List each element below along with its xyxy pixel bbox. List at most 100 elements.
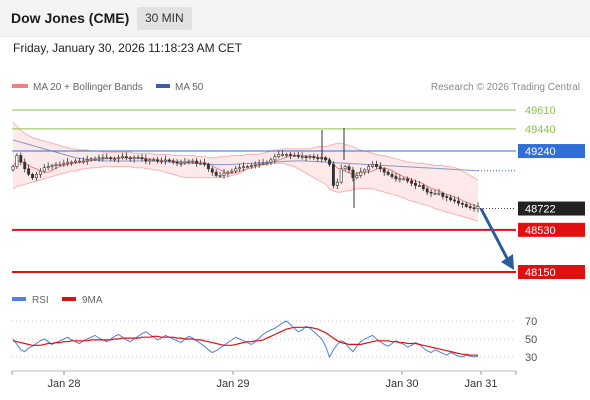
candle-body	[101, 157, 105, 160]
level-labels: 49610 49440 49240 48722 48530 48150	[518, 105, 585, 279]
candle-body	[199, 162, 203, 165]
candle-body	[288, 154, 292, 156]
candle-body	[468, 206, 472, 208]
x-tick-label: Jan 29	[216, 378, 249, 390]
candle-body	[355, 175, 359, 178]
ma50-legend-swatch	[156, 84, 170, 88]
projection-arrow	[479, 207, 514, 270]
candle-body	[441, 192, 445, 197]
candle-body	[183, 161, 187, 164]
candle-body	[460, 202, 464, 205]
key-levels	[12, 109, 516, 273]
candle-body	[109, 157, 113, 160]
level-box-48530	[518, 222, 585, 237]
x-tick-label: Jan 30	[385, 378, 418, 390]
chart-header: Dow Jones (CME) 30 MIN	[0, 0, 590, 37]
rsi-panel: 70 50 30	[12, 316, 537, 364]
candle-body	[167, 159, 171, 162]
candle-body	[464, 204, 468, 207]
candle-body	[374, 164, 378, 167]
candle-body	[77, 160, 81, 163]
candle-body	[331, 164, 335, 186]
timeframe-badge[interactable]: 30 MIN	[137, 7, 192, 30]
candle-body	[253, 164, 257, 166]
candle-body	[456, 200, 460, 204]
candle-body	[144, 158, 148, 162]
candle-body	[46, 166, 50, 168]
candle-body	[398, 178, 402, 181]
candle-body	[54, 164, 58, 166]
candle-body	[281, 154, 285, 156]
level-label-48722: 48722	[525, 204, 556, 216]
candle-body	[23, 161, 27, 170]
candle-body	[152, 159, 156, 162]
candle-body	[421, 185, 425, 190]
candle-body	[445, 196, 449, 198]
bollinger-lower-line	[12, 162, 479, 222]
candle-body	[324, 157, 328, 161]
candle-body	[191, 160, 195, 163]
candle-body	[124, 156, 128, 159]
x-axis-ticks: Jan 28 Jan 29 Jan 30 Jan 31	[11, 371, 517, 390]
bollinger-band-fill	[13, 122, 478, 221]
research-credit: Research © 2026 Trading Central	[431, 82, 580, 93]
candle-body	[394, 176, 398, 180]
candle-body	[128, 157, 132, 160]
candlesticks	[11, 128, 480, 213]
instrument-title: Dow Jones (CME)	[11, 10, 130, 26]
level-box-49240	[518, 144, 585, 159]
candle-body	[120, 156, 124, 159]
candle-body	[449, 197, 453, 201]
candle-body	[367, 166, 371, 171]
candle-body	[328, 159, 331, 165]
candle-body	[31, 174, 35, 178]
candle-body	[62, 162, 66, 165]
candle-body	[85, 159, 89, 162]
level-box-48722	[518, 201, 585, 216]
candle-body	[89, 158, 93, 161]
x-tick-label: Jan 31	[464, 378, 497, 390]
candle-body	[285, 154, 288, 156]
candle-body	[105, 157, 109, 160]
candle-body	[257, 162, 261, 165]
rsi-tick-30: 30	[525, 352, 537, 364]
level-box-48150	[518, 265, 585, 279]
candle-body	[187, 160, 191, 163]
candle-body	[261, 162, 265, 165]
candle-body	[378, 166, 382, 170]
level-label-49610: 49610	[525, 105, 556, 117]
bollinger-bands	[12, 121, 479, 222]
candle-body	[136, 157, 140, 160]
candle-body	[363, 169, 367, 173]
candle-body	[390, 174, 394, 177]
candle-body	[132, 157, 136, 160]
ma50-legend-label: MA 50	[175, 82, 204, 93]
candle-body	[42, 167, 46, 172]
candle-body	[230, 170, 234, 173]
candle-body	[195, 160, 199, 164]
candle-body	[304, 156, 308, 159]
candle-body	[347, 166, 351, 171]
candle-body	[339, 168, 343, 183]
rsi-ma-legend-label: 9MA	[82, 295, 103, 306]
arrow-shaft	[479, 207, 511, 263]
candle-body	[308, 156, 312, 159]
candle-body	[113, 158, 117, 161]
candle-body	[171, 160, 175, 163]
candle-body	[117, 157, 120, 160]
candle-body	[414, 182, 417, 186]
candle-body	[19, 155, 23, 163]
candle-body	[453, 199, 457, 202]
candle-body	[206, 164, 210, 170]
candle-body	[273, 156, 277, 161]
candle-body	[203, 162, 206, 165]
candle-body	[269, 159, 273, 163]
candle-body	[50, 165, 54, 167]
candle-body	[214, 171, 218, 176]
rsi-tick-50: 50	[525, 334, 537, 346]
candle-body	[38, 170, 42, 175]
candle-body	[27, 168, 31, 175]
level-label-49440: 49440	[525, 124, 556, 136]
candle-body	[265, 161, 269, 164]
chart-timestamp: Friday, January 30, 2026 11:18:23 AM CET	[13, 41, 243, 55]
